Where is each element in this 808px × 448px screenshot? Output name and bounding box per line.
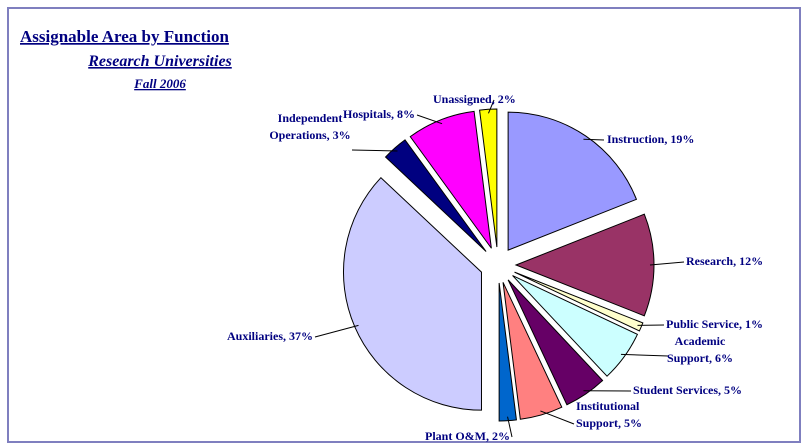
leader-line bbox=[416, 114, 443, 125]
data-label-line: Operations, 3% bbox=[269, 128, 350, 142]
pie-slice bbox=[512, 275, 639, 377]
leader-line bbox=[314, 324, 359, 338]
pie-slice bbox=[384, 139, 487, 252]
data-label: Academic Support, 6% bbox=[667, 334, 733, 365]
data-label: Public Service, 1% bbox=[666, 317, 763, 331]
pie-slice bbox=[343, 176, 482, 411]
data-label: Institutional Support, 5% bbox=[576, 399, 642, 430]
data-label: Hospitals, 8% bbox=[343, 107, 415, 121]
leader-line bbox=[487, 99, 495, 114]
leader-line bbox=[620, 353, 669, 357]
data-label: Independent Operations, 3% bbox=[269, 111, 350, 142]
pie-slice bbox=[507, 279, 604, 406]
data-label: Research, 12% bbox=[686, 254, 763, 268]
chart-title: Assignable Area by Function bbox=[20, 27, 229, 46]
pie-slice bbox=[502, 282, 563, 420]
pie-slice bbox=[507, 111, 638, 251]
data-label-line: Independent bbox=[278, 111, 343, 125]
data-label: Instruction, 19% bbox=[607, 132, 694, 146]
leader-line bbox=[507, 416, 513, 438]
leader-line bbox=[583, 138, 605, 141]
data-label-line: Support, 6% bbox=[667, 351, 733, 365]
pie-slice bbox=[498, 282, 517, 422]
chart-subtitle: Research Universities bbox=[87, 53, 232, 70]
data-label: Student Services, 5% bbox=[633, 383, 742, 397]
leader-line bbox=[351, 149, 398, 152]
data-label: Auxiliaries, 37% bbox=[227, 329, 313, 343]
data-label-line: Institutional bbox=[576, 399, 640, 413]
chart-annotation: Fall 2006 bbox=[133, 76, 186, 91]
leader-line bbox=[540, 410, 575, 425]
pie-slice bbox=[409, 110, 492, 249]
pie-slice bbox=[514, 271, 644, 332]
data-label-line: Support, 5% bbox=[576, 416, 642, 430]
pie-slice bbox=[479, 108, 498, 248]
data-label-line: Academic bbox=[675, 334, 726, 348]
data-label: Unassigned, 2% bbox=[433, 92, 516, 106]
leader-line bbox=[649, 261, 685, 266]
data-label: Plant O&M, 2% bbox=[425, 429, 510, 443]
